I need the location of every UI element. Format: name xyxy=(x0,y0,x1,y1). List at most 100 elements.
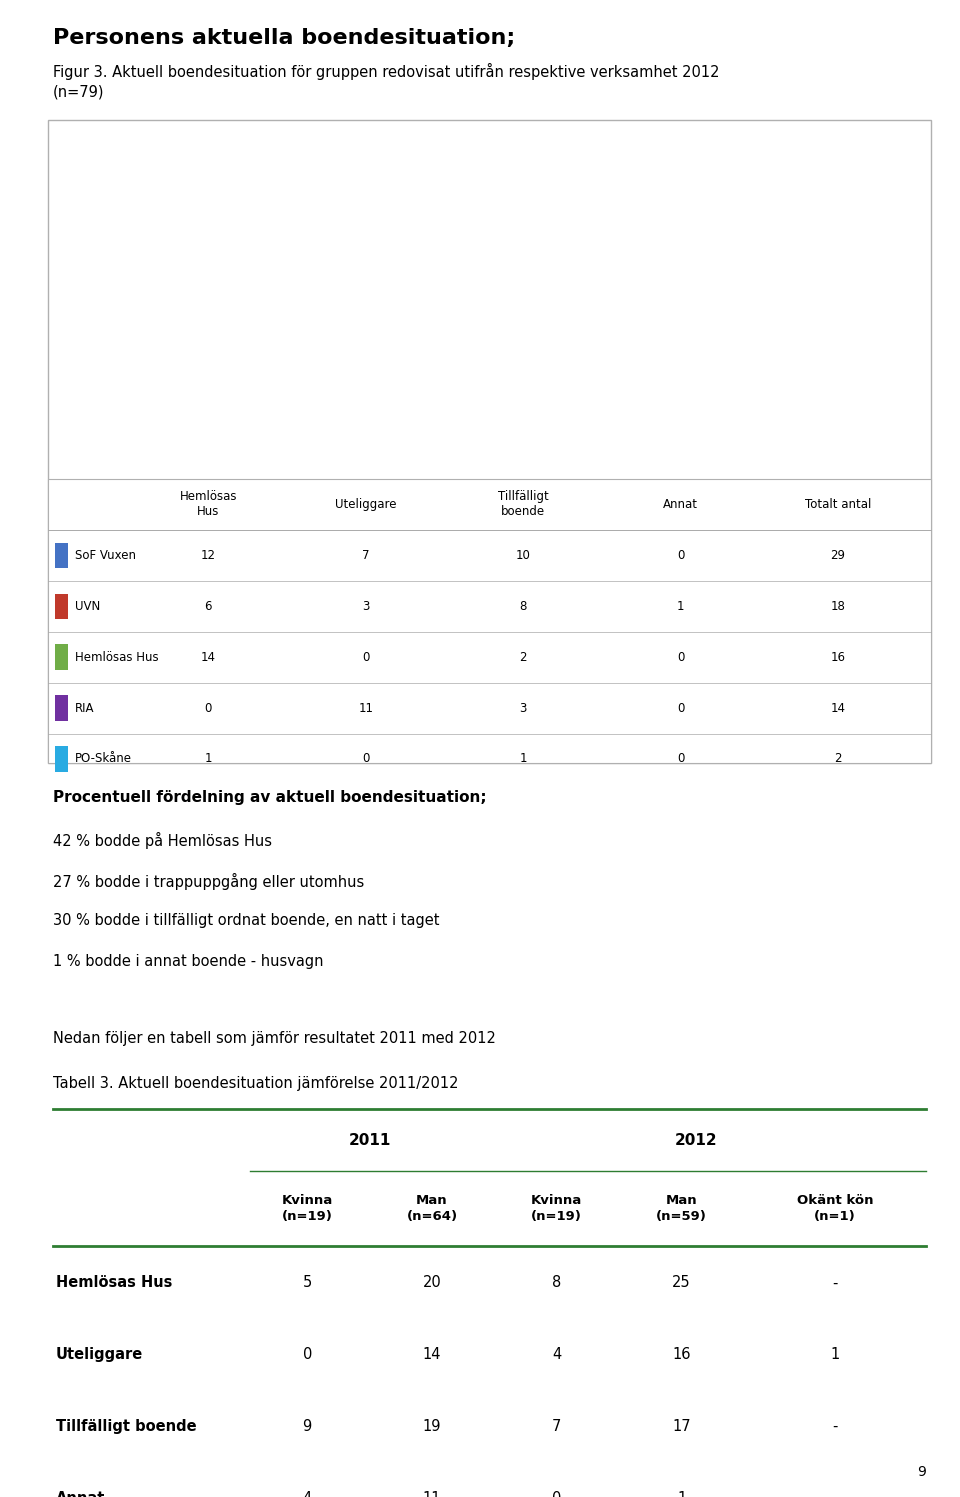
Text: 11: 11 xyxy=(422,1491,442,1497)
Bar xyxy=(318,404,339,472)
Text: PO-Skåne: PO-Skåne xyxy=(75,753,132,765)
Text: 12: 12 xyxy=(169,343,183,352)
Bar xyxy=(534,443,555,472)
Text: 16: 16 xyxy=(672,1347,691,1362)
Bar xyxy=(165,356,186,472)
Text: Tillfälligt
boende: Tillfälligt boende xyxy=(498,491,548,518)
Bar xyxy=(838,337,860,472)
Text: 1: 1 xyxy=(830,1347,840,1362)
Bar xyxy=(775,193,796,472)
Text: 4: 4 xyxy=(302,1491,312,1497)
Text: Annat: Annat xyxy=(663,499,698,510)
Text: Uteliggare: Uteliggare xyxy=(335,499,396,510)
Text: 10: 10 xyxy=(473,361,488,371)
Text: Tabell 3. Aktuell boendesituation jämförelse 2011/2012: Tabell 3. Aktuell boendesituation jämför… xyxy=(53,1076,458,1091)
Text: 11: 11 xyxy=(358,702,373,714)
Text: 8: 8 xyxy=(519,600,527,612)
Text: 14: 14 xyxy=(842,323,856,332)
Bar xyxy=(492,395,513,472)
Text: Uteliggare: Uteliggare xyxy=(56,1347,143,1362)
Text: 0: 0 xyxy=(362,753,370,765)
Bar xyxy=(381,365,403,472)
Text: 14: 14 xyxy=(422,1347,442,1362)
Text: Personens aktuella boendesituation;: Personens aktuella boendesituation; xyxy=(53,28,516,48)
Text: 7: 7 xyxy=(362,549,370,561)
Text: 0: 0 xyxy=(302,1347,312,1362)
Text: 1: 1 xyxy=(204,753,212,765)
Text: 14: 14 xyxy=(830,702,846,714)
Text: Tillfälligt boende: Tillfälligt boende xyxy=(56,1419,196,1434)
Y-axis label: Antal: Antal xyxy=(82,284,96,322)
Bar xyxy=(796,298,817,472)
Text: 20: 20 xyxy=(422,1275,442,1290)
Text: Nedan följer en tabell som jämför resultatet 2011 med 2012: Nedan följer en tabell som jämför result… xyxy=(53,1031,495,1046)
Text: 10: 10 xyxy=(516,549,531,561)
Text: -: - xyxy=(832,1491,838,1497)
Text: Hemlösas Hus: Hemlösas Hus xyxy=(56,1275,172,1290)
Text: -: - xyxy=(832,1419,838,1434)
Text: 0: 0 xyxy=(677,702,684,714)
Text: 7: 7 xyxy=(324,391,332,400)
Text: 1: 1 xyxy=(519,753,527,765)
Text: 18: 18 xyxy=(800,284,813,295)
Text: 14: 14 xyxy=(211,323,226,332)
Text: 42 % bodde på Hemlösas Hus: 42 % bodde på Hemlösas Hus xyxy=(53,832,272,849)
Text: 8: 8 xyxy=(552,1275,562,1290)
Text: 0: 0 xyxy=(677,753,684,765)
Text: 3: 3 xyxy=(541,428,548,439)
Bar xyxy=(469,376,492,472)
Text: Man
(n=59): Man (n=59) xyxy=(657,1193,707,1223)
Text: 17: 17 xyxy=(672,1419,691,1434)
Text: 19: 19 xyxy=(422,1419,442,1434)
Text: 29: 29 xyxy=(830,549,846,561)
Bar xyxy=(208,337,229,472)
Text: 1 % bodde i annat boende - husvagn: 1 % bodde i annat boende - husvagn xyxy=(53,954,324,969)
Text: Procentuell fördelning av aktuell boendesituation;: Procentuell fördelning av aktuell boende… xyxy=(53,790,487,805)
Text: 25: 25 xyxy=(672,1275,691,1290)
Text: 29: 29 xyxy=(778,178,792,189)
Bar xyxy=(860,452,881,472)
Bar xyxy=(643,463,665,472)
Text: 16: 16 xyxy=(830,651,846,663)
Text: -: - xyxy=(832,1275,838,1290)
Text: 30 % bodde i tillfälligt ordnat boende, en natt i taget: 30 % bodde i tillfälligt ordnat boende, … xyxy=(53,913,440,928)
Text: Annat: Annat xyxy=(56,1491,105,1497)
Text: 6: 6 xyxy=(204,600,212,612)
Text: 9: 9 xyxy=(302,1419,312,1434)
Text: 0: 0 xyxy=(677,651,684,663)
Text: 1: 1 xyxy=(258,448,265,458)
Text: 1: 1 xyxy=(563,448,569,458)
Text: Okänt kön
(n=1): Okänt kön (n=1) xyxy=(797,1193,874,1223)
Text: RIA: RIA xyxy=(75,702,94,714)
Text: Hemlösas
Hus: Hemlösas Hus xyxy=(180,491,237,518)
Text: 0: 0 xyxy=(362,651,370,663)
Text: 18: 18 xyxy=(830,600,846,612)
Text: 16: 16 xyxy=(821,304,835,314)
Text: 1: 1 xyxy=(677,600,684,612)
Text: 2: 2 xyxy=(834,753,842,765)
Text: SoF Vuxen: SoF Vuxen xyxy=(75,549,136,561)
Text: 9: 9 xyxy=(918,1466,926,1479)
Text: 3: 3 xyxy=(362,600,370,612)
Text: 6: 6 xyxy=(194,400,201,410)
Text: 0: 0 xyxy=(552,1491,562,1497)
Text: 3: 3 xyxy=(347,428,353,439)
Bar xyxy=(513,452,534,472)
Text: 7: 7 xyxy=(552,1419,562,1434)
Text: Kvinna
(n=19): Kvinna (n=19) xyxy=(281,1193,333,1223)
Text: 3: 3 xyxy=(519,702,527,714)
Text: UVN: UVN xyxy=(75,600,100,612)
Text: Kvinna
(n=19): Kvinna (n=19) xyxy=(531,1193,583,1223)
Text: 2: 2 xyxy=(519,439,527,449)
Bar xyxy=(817,317,838,472)
Text: 14: 14 xyxy=(201,651,216,663)
Text: 0: 0 xyxy=(677,549,684,561)
Text: 2: 2 xyxy=(867,439,874,449)
Text: 2012: 2012 xyxy=(675,1133,717,1148)
Bar xyxy=(251,463,272,472)
Text: Figur 3. Aktuell boendesituation för gruppen redovisat utifrån respektive verksa: Figur 3. Aktuell boendesituation för gru… xyxy=(53,63,719,100)
Text: 1: 1 xyxy=(651,448,658,458)
Text: 5: 5 xyxy=(302,1275,312,1290)
Bar xyxy=(186,413,208,472)
Text: 0: 0 xyxy=(204,702,212,714)
